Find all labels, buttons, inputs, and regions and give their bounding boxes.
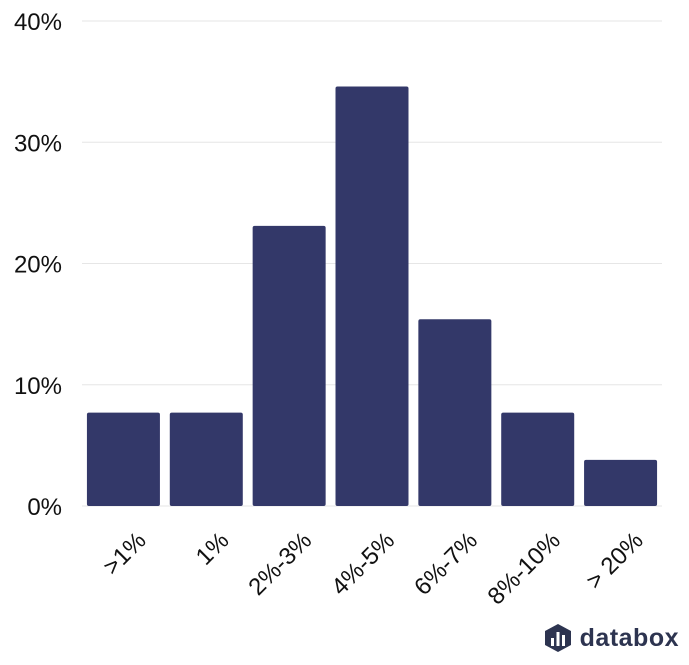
bar <box>169 412 243 506</box>
y-tick-label: 30% <box>14 130 62 157</box>
bars <box>86 86 658 506</box>
x-category-label: > 20% <box>581 527 649 595</box>
databox-brand: databox <box>544 623 679 653</box>
x-category-label: 2%-3% <box>243 527 317 601</box>
y-axis-tick-labels: 0% 10% 20% 30% 40% <box>14 9 62 521</box>
y-tick-label: 10% <box>14 373 62 400</box>
x-category-label: 4%-5% <box>326 527 400 601</box>
x-category-label: 8%-10% <box>483 527 566 610</box>
y-tick-label: 0% <box>27 494 62 521</box>
x-axis-category-labels: >1% 1% 2%-3% 4%-5% 6%-7% 8%-10% > 20% <box>98 527 649 610</box>
bar <box>501 412 575 506</box>
x-category-label: 1% <box>191 527 235 571</box>
y-tick-label: 20% <box>14 252 62 279</box>
bar <box>418 319 492 506</box>
y-tick-label: 40% <box>14 9 62 36</box>
x-category-label: 6%-7% <box>409 527 483 601</box>
bar <box>335 86 409 506</box>
databox-logo-icon <box>544 624 571 652</box>
bar <box>252 225 326 506</box>
bar <box>86 412 160 506</box>
brand-name: databox <box>579 623 679 652</box>
x-category-label: >1% <box>98 527 152 581</box>
bar <box>584 459 658 506</box>
